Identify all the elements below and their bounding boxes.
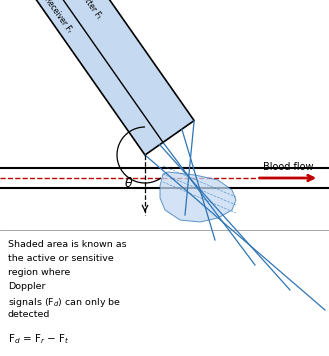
Text: the active or sensitive: the active or sensitive bbox=[8, 254, 114, 263]
Text: θ: θ bbox=[125, 177, 133, 190]
Polygon shape bbox=[0, 0, 194, 155]
Text: signals (F$_d$) can only be: signals (F$_d$) can only be bbox=[8, 296, 121, 309]
Polygon shape bbox=[160, 172, 236, 222]
Text: Blood flow: Blood flow bbox=[263, 162, 314, 172]
Text: Transmitter Fₜ: Transmitter Fₜ bbox=[65, 0, 103, 21]
Text: detected: detected bbox=[8, 310, 50, 319]
Text: F$_d$ = F$_r$ − F$_t$: F$_d$ = F$_r$ − F$_t$ bbox=[8, 332, 70, 346]
Text: Receiver Fᵣ: Receiver Fᵣ bbox=[43, 0, 74, 34]
Text: Shaded area is known as: Shaded area is known as bbox=[8, 240, 127, 249]
Text: region where: region where bbox=[8, 268, 70, 277]
Text: Doppler: Doppler bbox=[8, 282, 45, 291]
